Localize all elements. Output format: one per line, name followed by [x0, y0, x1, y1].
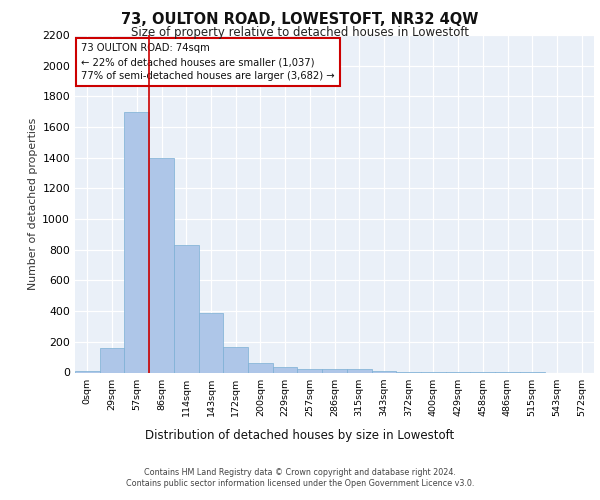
Text: Contains HM Land Registry data © Crown copyright and database right 2024.
Contai: Contains HM Land Registry data © Crown c…: [126, 468, 474, 487]
Bar: [273, 367, 298, 372]
Bar: [199, 312, 223, 372]
Bar: [248, 364, 273, 372]
Bar: [371, 371, 396, 372]
Text: 73, OULTON ROAD, LOWESTOFT, NR32 4QW: 73, OULTON ROAD, LOWESTOFT, NR32 4QW: [121, 12, 479, 28]
Bar: [347, 370, 371, 372]
Bar: [124, 112, 149, 372]
Bar: [298, 370, 322, 372]
Bar: [174, 245, 199, 372]
Bar: [149, 158, 174, 372]
Bar: [75, 371, 100, 372]
Bar: [322, 370, 347, 372]
Y-axis label: Number of detached properties: Number of detached properties: [28, 118, 38, 290]
Text: 73 OULTON ROAD: 74sqm
← 22% of detached houses are smaller (1,037)
77% of semi-d: 73 OULTON ROAD: 74sqm ← 22% of detached …: [81, 44, 335, 82]
Bar: [223, 347, 248, 372]
Text: Size of property relative to detached houses in Lowestoft: Size of property relative to detached ho…: [131, 26, 469, 39]
Bar: [100, 348, 124, 372]
Text: Distribution of detached houses by size in Lowestoft: Distribution of detached houses by size …: [145, 428, 455, 442]
